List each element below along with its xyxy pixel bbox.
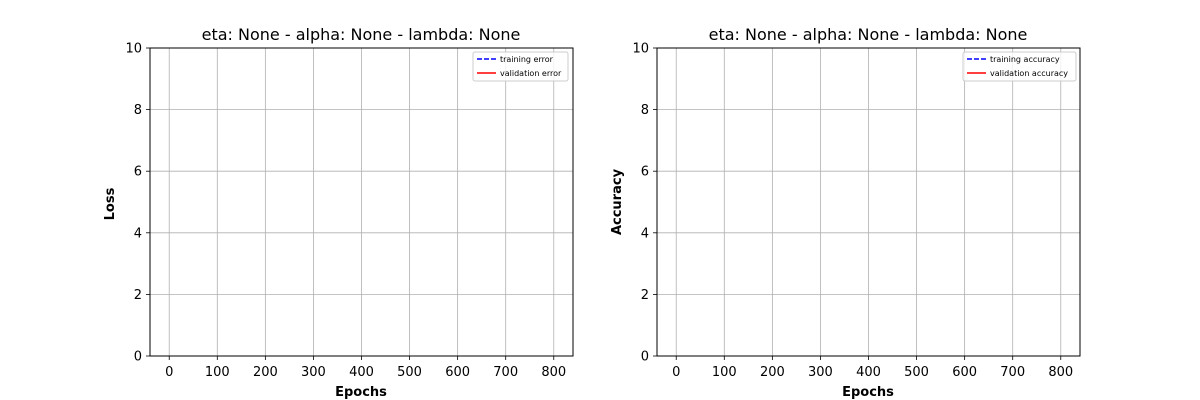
y-tick-label: 2 — [641, 288, 649, 303]
y-ticks: 0 2 4 6 8 10 — [125, 42, 150, 365]
x-tick-label: 0 — [672, 365, 680, 380]
x-tick-label: 0 — [165, 365, 173, 380]
x-tick-label: 500 — [904, 365, 929, 380]
grid — [657, 47, 1080, 357]
chart-title: eta: None - alpha: None - lambda: None — [709, 25, 1028, 44]
legend-label-validation-accuracy: validation accuracy — [990, 69, 1068, 78]
y-tick-label: 0 — [134, 350, 142, 365]
y-tick-label: 8 — [641, 103, 649, 118]
y-axis-label: Loss — [103, 187, 118, 220]
x-tick-label: 100 — [205, 365, 230, 380]
y-ticks: 0 2 4 6 8 10 — [632, 42, 657, 365]
x-tick-label: 800 — [541, 365, 566, 380]
x-tick-label: 400 — [349, 365, 374, 380]
legend-label-validation-error: validation error — [500, 69, 562, 78]
x-tick-label: 200 — [253, 365, 278, 380]
x-tick-label: 700 — [493, 365, 518, 380]
grid — [150, 47, 573, 357]
y-tick-label: 10 — [632, 42, 649, 57]
chart-title: eta: None - alpha: None - lambda: None — [202, 25, 521, 44]
y-tick-label: 6 — [641, 165, 649, 180]
legend: training error validation error — [472, 51, 569, 82]
legend: training accuracy validation accuracy — [962, 51, 1077, 82]
x-tick-label: 600 — [952, 365, 977, 380]
x-tick-label: 200 — [760, 365, 785, 380]
x-ticks: 0 100 200 300 400 500 600 700 800 — [672, 356, 1073, 380]
legend-box — [472, 51, 569, 82]
y-tick-label: 4 — [641, 226, 649, 241]
y-tick-label: 2 — [134, 288, 142, 303]
legend-label-training-accuracy: training accuracy — [990, 55, 1060, 64]
loss-chart: eta: None - alpha: None - lambda: None 0… — [103, 25, 574, 400]
accuracy-chart: eta: None - alpha: None - lambda: None 0… — [610, 25, 1081, 400]
x-tick-label: 300 — [301, 365, 326, 380]
x-tick-label: 800 — [1048, 365, 1073, 380]
x-tick-label: 100 — [712, 365, 737, 380]
x-tick-label: 700 — [1000, 365, 1025, 380]
x-axis-label: Epochs — [335, 385, 387, 400]
y-tick-label: 8 — [134, 103, 142, 118]
x-tick-label: 600 — [445, 365, 470, 380]
x-ticks: 0 100 200 300 400 500 600 700 800 — [165, 356, 566, 380]
x-tick-label: 300 — [808, 365, 833, 380]
y-tick-label: 4 — [134, 226, 142, 241]
legend-label-training-error: training error — [500, 55, 554, 64]
y-tick-label: 0 — [641, 350, 649, 365]
x-axis-label: Epochs — [842, 385, 894, 400]
x-tick-label: 400 — [856, 365, 881, 380]
y-tick-label: 10 — [125, 42, 142, 57]
y-tick-label: 6 — [134, 165, 142, 180]
x-tick-label: 500 — [397, 365, 422, 380]
legend-box — [962, 51, 1077, 82]
y-axis-label: Accuracy — [610, 168, 625, 235]
